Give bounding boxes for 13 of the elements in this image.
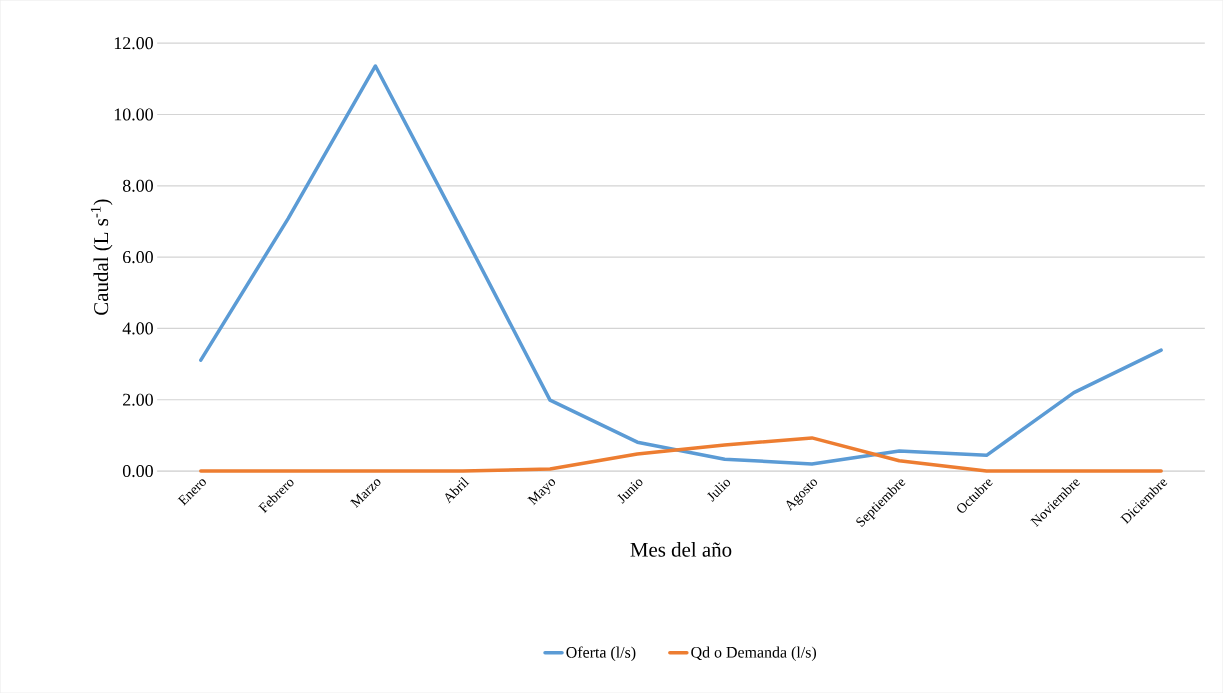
- y-axis-title: Caudal (L s$^{-1}$): [90, 199, 113, 315]
- y-tick-label: 12.00: [114, 37, 153, 50]
- y-tick-label: 8.00: [122, 179, 153, 192]
- line-series: [199, 64, 1163, 466]
- y-tick-label: 0.00: [122, 464, 153, 478]
- x-axis-title: Mes del año: [630, 542, 732, 557]
- y-tick-label: 2.00: [123, 393, 153, 406]
- legend-label: Qd o Demanda (l/s): [691, 646, 817, 661]
- y-tick-label: 6.00: [123, 250, 153, 264]
- x-tick-label: Julio: [707, 479, 731, 502]
- y-tick-label: 4.00: [122, 322, 153, 335]
- legend-label: Oferta (l/s): [566, 646, 636, 661]
- y-tick-label: 10.00: [114, 108, 153, 121]
